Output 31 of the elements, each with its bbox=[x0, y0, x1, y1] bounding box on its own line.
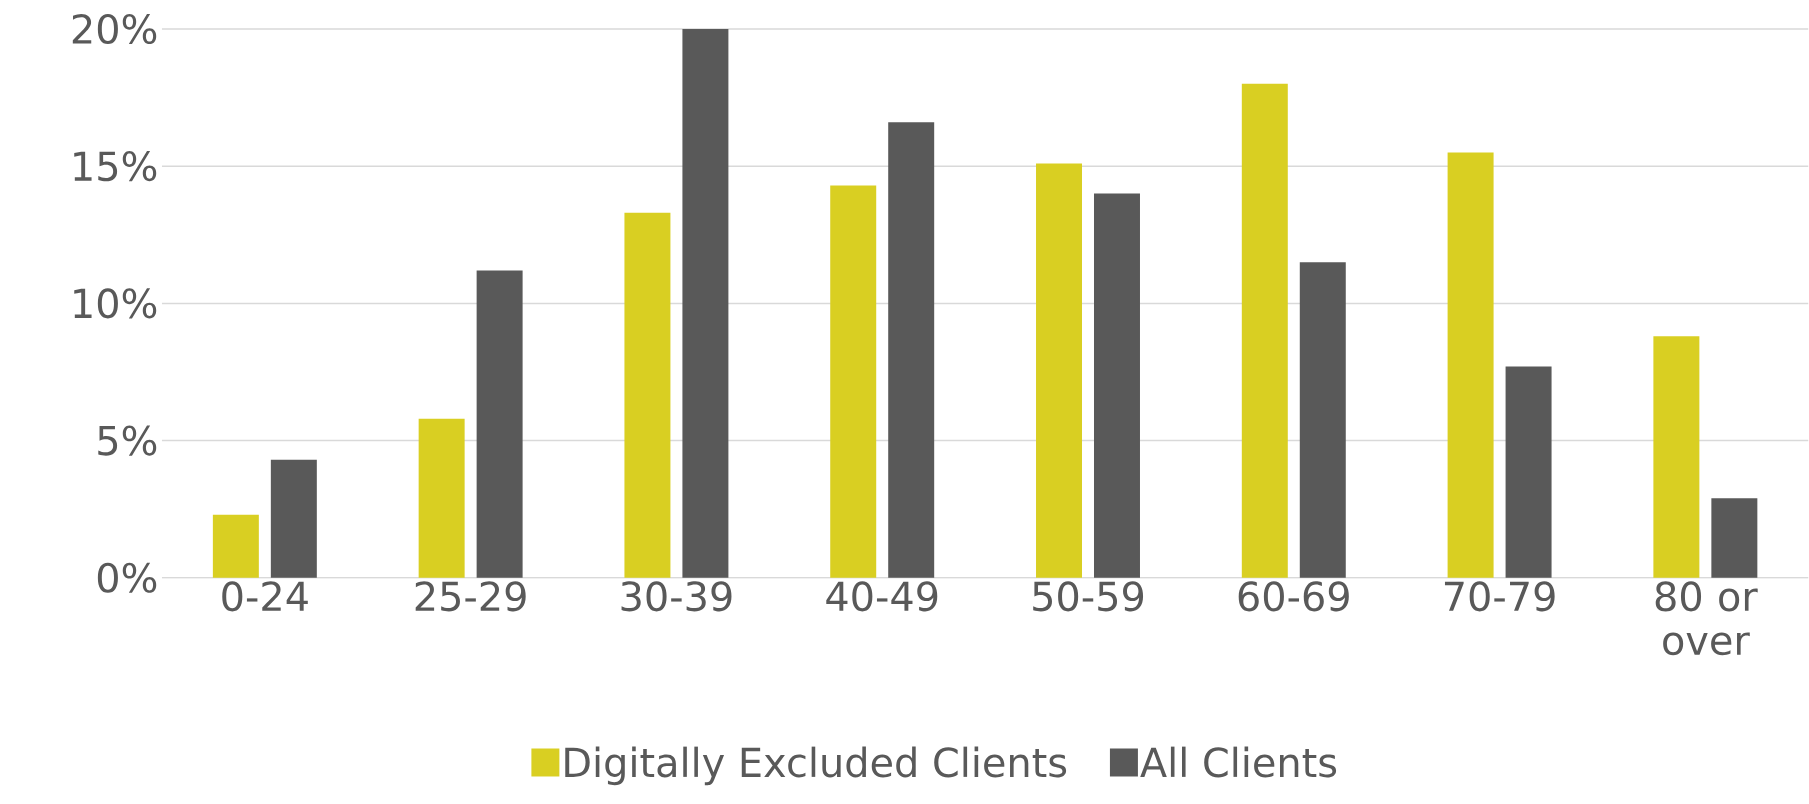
bar bbox=[270, 459, 317, 578]
x-tick-label: 60-69 bbox=[1238, 581, 1349, 612]
bar bbox=[1505, 366, 1552, 578]
y-tick-label: 15% bbox=[74, 151, 157, 182]
bar bbox=[888, 122, 935, 578]
y-tick-label: 10% bbox=[74, 288, 157, 319]
bar bbox=[476, 270, 523, 578]
x-tick-label: 50-59 bbox=[1033, 581, 1144, 612]
bar bbox=[624, 212, 671, 578]
x-tick-label: 30-39 bbox=[621, 581, 732, 612]
bar bbox=[418, 418, 465, 578]
bar bbox=[1653, 336, 1700, 578]
x-tick-label: 40-49 bbox=[826, 581, 938, 612]
legend-label: All Clients bbox=[1140, 746, 1337, 778]
bar bbox=[212, 514, 259, 578]
bar bbox=[1447, 152, 1494, 578]
y-tick-label: 0% bbox=[97, 562, 157, 593]
bar bbox=[830, 185, 877, 578]
legend-label: Digitally Excluded Clients bbox=[565, 746, 1067, 786]
x-tick-label: 80 or over bbox=[1655, 581, 1758, 656]
bar bbox=[1299, 262, 1346, 578]
bar bbox=[1241, 84, 1288, 578]
x-tick-label: 25-29 bbox=[415, 581, 526, 612]
x-tick-label: 0-24 bbox=[222, 581, 308, 612]
y-tick-label: 20% bbox=[72, 14, 157, 45]
bar bbox=[682, 29, 729, 578]
x-tick-label: 70-79 bbox=[1444, 581, 1555, 612]
bar bbox=[1094, 193, 1140, 578]
bar bbox=[1036, 163, 1082, 578]
y-tick-label: 5% bbox=[98, 425, 157, 456]
bar bbox=[1711, 498, 1758, 578]
